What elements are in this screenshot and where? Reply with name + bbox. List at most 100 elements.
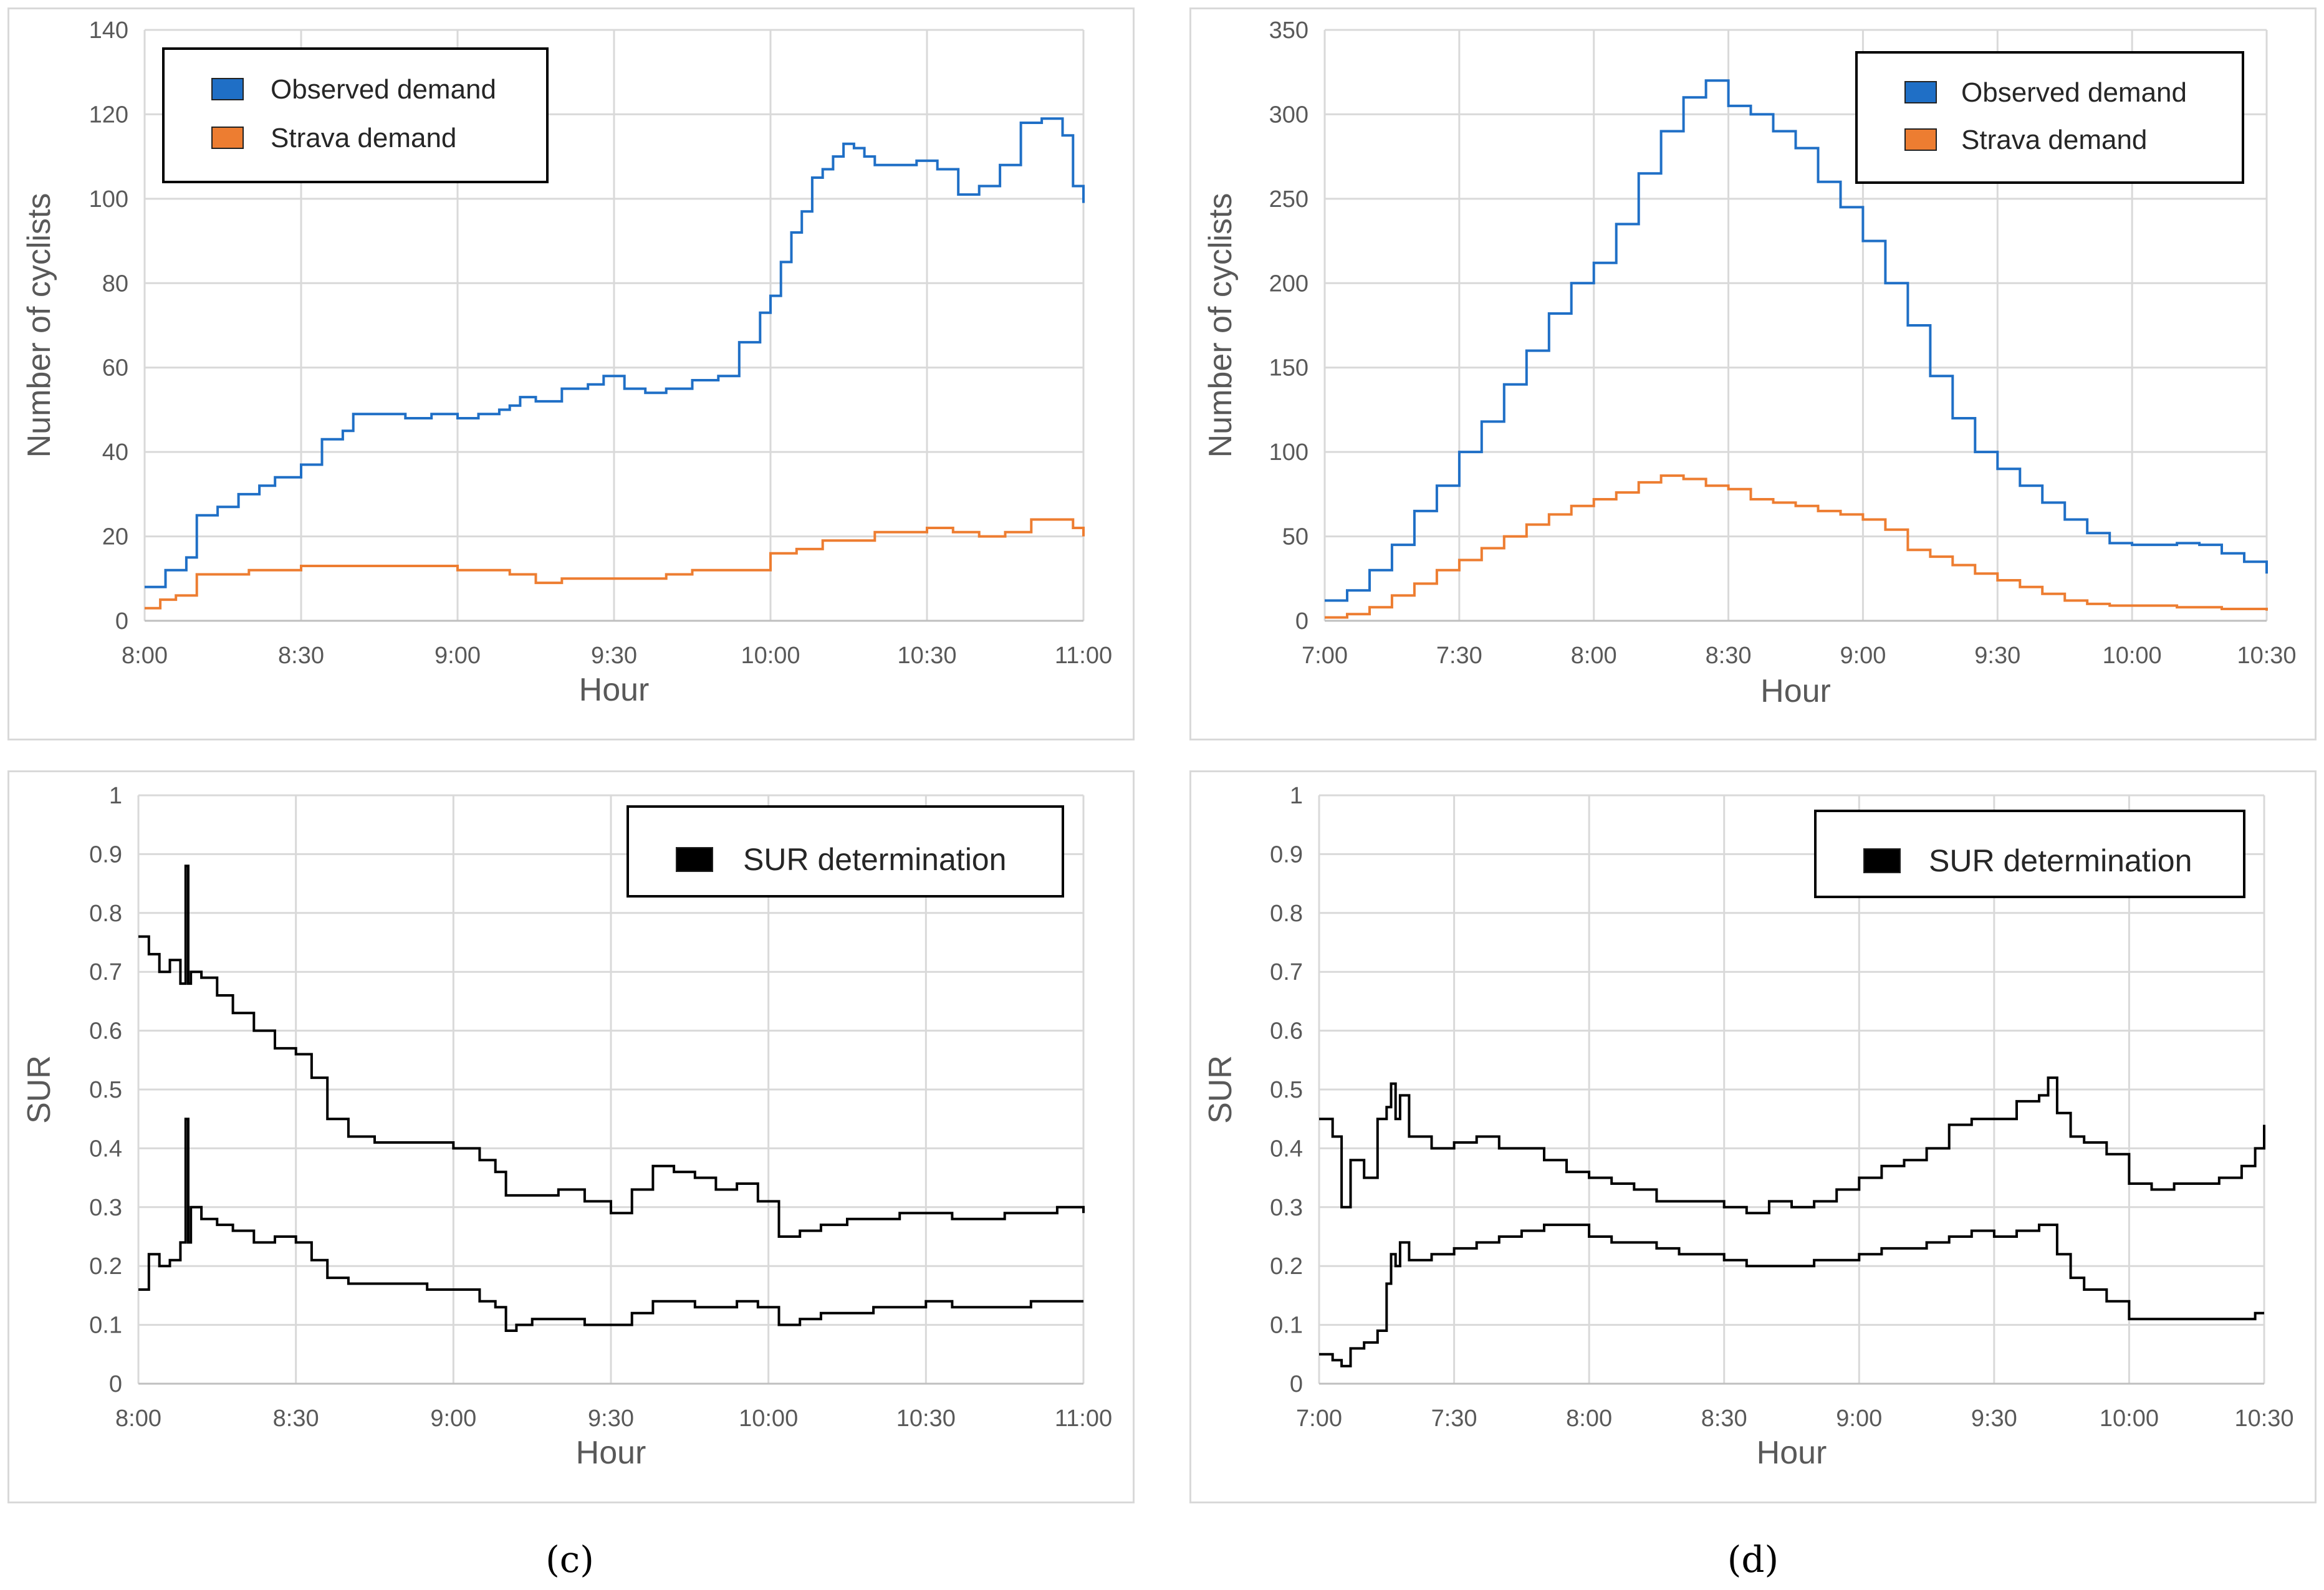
legend-swatch — [211, 127, 244, 149]
y-tick-label: 0.1 — [1270, 1313, 1303, 1339]
x-tick-label: 9:00 — [1836, 1406, 1882, 1432]
chart-bottom-right: 0 0.1 0.2 0.3 0.4 0.5 0.6 0.7 0.8 0.9 1 7:00 7:30 8:0… — [1203, 783, 2294, 1471]
x-axis-title: Hour — [576, 1435, 646, 1471]
series-line-observed-demand — [1325, 79, 2268, 602]
legend-swatch — [211, 78, 244, 100]
y-tick-label: 0 — [115, 608, 128, 635]
chart-top-left: 0 20 40 60 80 100 120 140 8:00 8:30 9:00 9:30 10:00 1… — [21, 17, 1112, 708]
x-tick-label: 10:30 — [897, 643, 956, 669]
legend-swatch — [1904, 128, 1937, 151]
legend-label: Observed demand — [271, 74, 496, 105]
x-tick-label: 9:30 — [591, 643, 637, 669]
y-axis-title: SUR — [1203, 1055, 1239, 1124]
x-tick-label: 10:00 — [739, 1406, 798, 1432]
caption-c: (c) — [545, 1538, 594, 1581]
legend-swatch — [1904, 81, 1937, 103]
y-tick-label: 0.6 — [1270, 1018, 1303, 1045]
x-tick-label: 9:00 — [1840, 643, 1886, 669]
y-tick-label: 200 — [1269, 271, 1308, 297]
y-tick-label: 20 — [102, 524, 128, 550]
legend-swatch — [1863, 848, 1901, 873]
y-tick-label: 0.5 — [1270, 1077, 1303, 1103]
x-tick-label: 9:30 — [1974, 643, 2020, 669]
y-tick-label: 150 — [1269, 355, 1308, 381]
x-tick-label: 8:00 — [115, 1406, 161, 1432]
y-tick-label: 0.2 — [89, 1253, 122, 1280]
y-tick-label: 0.2 — [1270, 1253, 1303, 1280]
y-tick-label: 1 — [1290, 783, 1303, 809]
y-tick-label: 0.3 — [89, 1195, 122, 1221]
x-tick-label: 9:30 — [1971, 1406, 2017, 1432]
chart-top-right: 0 50 100 150 200 250 300 350 7:00 7:30 8:00 8:30 9:0… — [1203, 17, 2297, 709]
series-line-observed-demand — [145, 117, 1085, 588]
y-tick-label: 50 — [1282, 524, 1308, 550]
x-tick-label: 10:00 — [2100, 1406, 2159, 1432]
y-tick-label: 0.9 — [89, 841, 122, 868]
legend-box — [1855, 51, 2244, 184]
y-tick-label: 250 — [1269, 186, 1308, 213]
y-tick-label: 0.4 — [89, 1136, 122, 1162]
legend-label: Strava demand — [1961, 125, 2147, 155]
y-tick-label: 0 — [109, 1371, 122, 1397]
x-tick-label: 8:30 — [1706, 643, 1752, 669]
series-line-strava-demand — [145, 518, 1085, 610]
y-tick-label: 0.7 — [89, 959, 122, 985]
y-tick-label: 0.9 — [1270, 841, 1303, 868]
x-tick-label: 9:30 — [588, 1406, 634, 1432]
y-tick-label: 100 — [89, 186, 128, 213]
x-axis-title: Hour — [1760, 673, 1831, 709]
y-tick-label: 0.1 — [89, 1313, 122, 1339]
y-tick-label: 350 — [1269, 17, 1308, 44]
series-line-strava-demand — [1325, 474, 2268, 619]
series-line-sur-determination-lower — [1319, 1224, 2264, 1367]
y-tick-label: 0.7 — [1270, 959, 1303, 985]
x-tick-label: 11:00 — [1055, 1406, 1112, 1432]
x-tick-label: 8:30 — [1701, 1406, 1747, 1432]
x-tick-label: 8:30 — [278, 643, 324, 669]
x-tick-label: 7:30 — [1436, 643, 1482, 669]
legend: Observed demand Strava demand — [162, 47, 549, 183]
legend: SUR determination — [1814, 810, 2245, 898]
x-axis-title: Hour — [579, 672, 650, 708]
legend: Observed demand Strava demand — [1855, 51, 2244, 184]
x-tick-label: 10:00 — [741, 643, 800, 669]
x-tick-label: 7:00 — [1296, 1406, 1342, 1432]
x-tick-label: 11:00 — [1055, 643, 1112, 669]
y-tick-label: 0.8 — [89, 901, 122, 927]
y-tick-label: 60 — [102, 355, 128, 381]
x-tick-label: 10:30 — [896, 1406, 956, 1432]
y-tick-label: 0.4 — [1270, 1136, 1303, 1162]
y-tick-label: 1 — [109, 783, 122, 809]
x-tick-label: 10:00 — [2103, 643, 2162, 669]
y-tick-label: 0.3 — [1270, 1195, 1303, 1221]
y-tick-label: 40 — [102, 439, 128, 466]
legend: SUR determination — [627, 805, 1064, 898]
y-tick-label: 0.6 — [89, 1018, 122, 1045]
y-axis-title: Number of cyclists — [1203, 193, 1239, 458]
y-tick-label: 140 — [89, 17, 128, 44]
y-tick-label: 0 — [1290, 1371, 1303, 1397]
caption-d: (d) — [1727, 1538, 1779, 1581]
x-axis-title: Hour — [1757, 1435, 1827, 1471]
series-line-sur-determination-upper — [1319, 1076, 2265, 1215]
x-tick-label: 9:00 — [435, 643, 481, 669]
y-axis-title: Number of cyclists — [21, 193, 57, 458]
legend-label: Observed demand — [1961, 77, 2187, 108]
x-tick-label: 9:00 — [430, 1406, 476, 1432]
legend-box — [162, 47, 549, 183]
y-axis-title: SUR — [21, 1055, 57, 1124]
series-line-sur-determination-lower — [138, 1118, 1083, 1332]
x-tick-label: 10:30 — [2237, 643, 2296, 669]
x-tick-label: 8:00 — [122, 643, 168, 669]
x-tick-label: 7:00 — [1302, 643, 1348, 669]
y-tick-label: 100 — [1269, 439, 1308, 466]
y-tick-label: 0 — [1295, 608, 1308, 635]
legend-swatch — [676, 847, 713, 872]
y-tick-label: 0.5 — [89, 1077, 122, 1103]
x-tick-label: 8:00 — [1566, 1406, 1612, 1432]
legend-label: SUR determination — [1929, 843, 2192, 878]
x-tick-label: 8:00 — [1571, 643, 1617, 669]
y-tick-label: 120 — [89, 102, 128, 128]
x-tick-label: 8:30 — [273, 1406, 319, 1432]
